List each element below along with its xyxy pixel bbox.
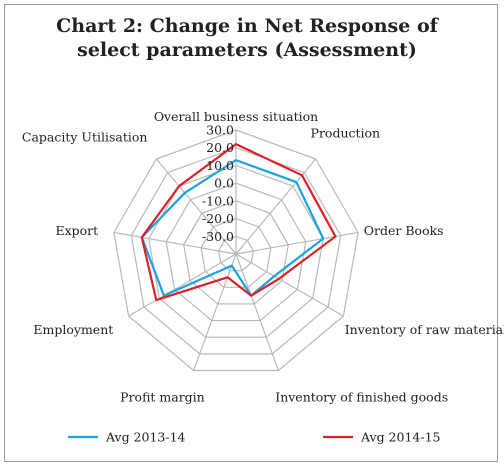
radar-axis-labels: Overall business situation Production Orde… [22, 109, 504, 404]
grid-spoke [235, 253, 344, 317]
axis-label: Employment [33, 322, 113, 337]
series-line-1 [140, 159, 325, 297]
axis-label: Export [55, 223, 98, 238]
axis-label: Order Books [364, 223, 444, 238]
tick-label: 30.0 [206, 123, 234, 138]
chart-title: Chart 2: Change in Net Response of selec… [0, 14, 494, 62]
legend: Avg 2013-14 Avg 2014-15 [68, 430, 441, 445]
axis-label: Inventory of finished goods [275, 389, 448, 404]
grid-spoke [235, 158, 317, 255]
tick-label: 20.0 [206, 140, 234, 155]
axis-label: Capacity Utilisation [22, 130, 148, 145]
grid-spoke [113, 231, 237, 255]
tick-label: -20.0 [202, 211, 234, 226]
grid-ring [130, 147, 342, 355]
radar-tick-labels: 30.0 20.0 10.0 0.0 -10.0 -20.0 -30.0 [202, 123, 234, 244]
grid-spoke [235, 231, 359, 255]
chart-title-line2: select parameters (Assessment) [77, 39, 417, 61]
grid-spoke [193, 253, 237, 371]
axis-label: Inventory of raw material [345, 322, 504, 337]
axis-label: Production [311, 126, 381, 141]
grid-ring [200, 217, 272, 288]
axis-label: Profit margin [120, 389, 205, 404]
grid-ring [113, 129, 359, 372]
radar-series [140, 143, 337, 302]
legend-label-2: Avg 2014-15 [360, 430, 441, 445]
grid-spoke [155, 158, 237, 255]
chart-frame [4, 4, 498, 462]
grid-spoke [235, 253, 279, 371]
grid-ring [148, 164, 324, 338]
axis-label: Overall business situation [154, 109, 318, 124]
series-line-2 [140, 143, 337, 302]
tick-label: -10.0 [202, 193, 234, 208]
legend-label-1: Avg 2013-14 [105, 430, 186, 445]
grid-ring [183, 200, 289, 305]
grid-ring [165, 182, 307, 322]
tick-label: 10.0 [206, 158, 234, 173]
tick-label: -30.0 [202, 229, 234, 244]
grid-spoke [128, 253, 237, 317]
tick-label: 0.0 [214, 176, 234, 191]
radar-grid [113, 129, 359, 372]
chart-title-line1: Chart 2: Change in Net Response of [56, 15, 438, 37]
